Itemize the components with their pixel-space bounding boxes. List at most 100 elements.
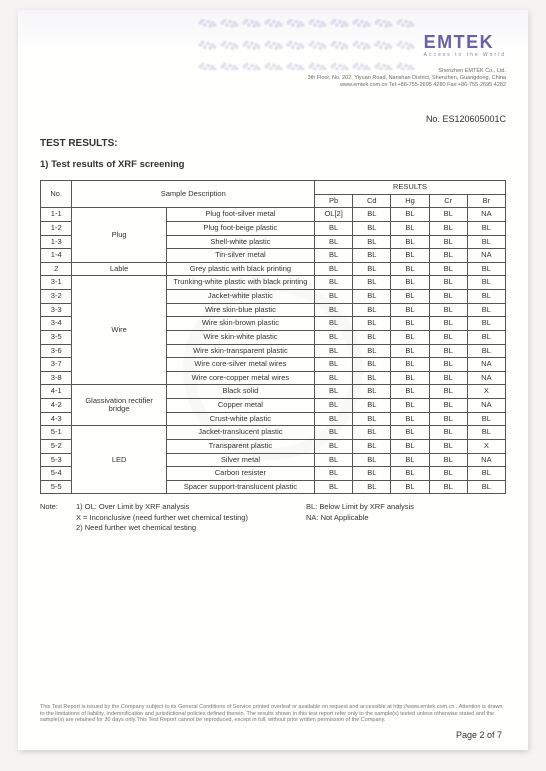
page-number: Page 2 of 7 <box>456 730 502 740</box>
cell-result: BL <box>429 262 467 276</box>
cell-result: NA <box>467 399 505 413</box>
decorative-map <box>196 14 416 70</box>
company-line-1: Shenzhen EMTEK Co., Ltd. <box>308 68 506 75</box>
cell-result: BL <box>353 426 391 440</box>
cell-result: BL <box>315 303 353 317</box>
cell-part: Plug foot-silver metal <box>166 208 314 222</box>
cell-result: BL <box>353 358 391 372</box>
th-cr: Cr <box>429 194 467 208</box>
cell-no: 1-3 <box>41 235 72 249</box>
cell-result: BL <box>315 344 353 358</box>
cell-result: NA <box>467 208 505 222</box>
cell-result: BL <box>315 358 353 372</box>
cell-no: 3-7 <box>41 358 72 372</box>
cell-result: BL <box>315 399 353 413</box>
cell-result: BL <box>315 249 353 263</box>
cell-result: BL <box>467 235 505 249</box>
cell-desc: Lable <box>72 262 166 276</box>
cell-result: BL <box>391 208 429 222</box>
cell-result: BL <box>391 385 429 399</box>
cell-no: 5-1 <box>41 426 72 440</box>
cell-result: BL <box>429 412 467 426</box>
cell-result: BL <box>429 235 467 249</box>
cell-result: BL <box>353 480 391 494</box>
cell-result: BL <box>391 317 429 331</box>
cell-result: BL <box>315 426 353 440</box>
note-3: 2) Need further wet chemical testing <box>76 523 306 533</box>
cell-part: Shell-white plastic <box>166 235 314 249</box>
cell-part: Carbon resister <box>166 467 314 481</box>
cell-result: BL <box>429 358 467 372</box>
cell-result: BL <box>467 480 505 494</box>
cell-result: BL <box>429 221 467 235</box>
th-hg: Hg <box>391 194 429 208</box>
cell-result: BL <box>429 317 467 331</box>
cell-part: Tin-silver metal <box>166 249 314 263</box>
cell-no: 5-2 <box>41 439 72 453</box>
cell-no: 4-1 <box>41 385 72 399</box>
cell-result: BL <box>315 290 353 304</box>
cell-result: NA <box>467 453 505 467</box>
cell-part: Wire skin-blue plastic <box>166 303 314 317</box>
th-br: Br <box>467 194 505 208</box>
cell-no: 3-1 <box>41 276 72 290</box>
cell-result: BL <box>391 358 429 372</box>
cell-result: BL <box>467 467 505 481</box>
company-line-2: 3th Floor, No. 202, Yiyuan Road, Nanshan… <box>308 75 506 82</box>
cell-result: BL <box>429 453 467 467</box>
cell-result: BL <box>429 249 467 263</box>
cell-desc: Glassivation rectifier bridge <box>72 385 166 426</box>
company-line-3: www.emtek.com.cn Tel:+86-755-2695 4280 F… <box>308 82 506 89</box>
cell-result: BL <box>315 317 353 331</box>
cell-no: 3-6 <box>41 344 72 358</box>
cell-result: BL <box>429 303 467 317</box>
cell-part: Trunking-white plastic with black printi… <box>166 276 314 290</box>
cell-result: BL <box>429 276 467 290</box>
th-cd: Cd <box>353 194 391 208</box>
cell-result: BL <box>353 399 391 413</box>
cell-result: BL <box>429 330 467 344</box>
cell-result: BL <box>391 235 429 249</box>
table-row: 3-1WireTrunking-white plastic with black… <box>41 276 506 290</box>
cell-result: BL <box>353 453 391 467</box>
note-r2: NA: Not Applicable <box>306 513 506 523</box>
cell-no: 1-4 <box>41 249 72 263</box>
cell-result: BL <box>391 276 429 290</box>
cell-result: BL <box>315 221 353 235</box>
cell-result: BL <box>315 480 353 494</box>
cell-result: BL <box>315 262 353 276</box>
cell-result: BL <box>467 344 505 358</box>
cell-no: 2 <box>41 262 72 276</box>
cell-no: 3-8 <box>41 371 72 385</box>
th-results: RESULTS <box>315 181 506 195</box>
cell-result: X <box>467 385 505 399</box>
logo: EMTEK Access to the World <box>424 32 506 58</box>
cell-result: BL <box>429 208 467 222</box>
cell-result: BL <box>429 399 467 413</box>
cell-result: BL <box>315 453 353 467</box>
cell-result: BL <box>467 276 505 290</box>
cell-result: NA <box>467 358 505 372</box>
cell-result: BL <box>353 303 391 317</box>
cell-no: 3-5 <box>41 330 72 344</box>
table-row: 4-1Glassivation rectifier bridgeBlack so… <box>41 385 506 399</box>
cell-result: BL <box>391 249 429 263</box>
cell-result: BL <box>353 249 391 263</box>
cell-desc: Plug <box>72 208 166 263</box>
cell-result: BL <box>315 330 353 344</box>
subsection-title: 1) Test results of XRF screening <box>40 159 506 170</box>
cell-result: BL <box>353 221 391 235</box>
cell-result: BL <box>391 330 429 344</box>
cell-result: BL <box>429 344 467 358</box>
company-info: Shenzhen EMTEK Co., Ltd. 3th Floor, No. … <box>308 68 506 89</box>
cell-result: BL <box>353 467 391 481</box>
cell-part: Wire core-copper metal wires <box>166 371 314 385</box>
results-table: No. Sample Description RESULTS Pb Cd Hg … <box>40 180 506 494</box>
document-number: No. ES120605001C <box>40 114 506 124</box>
section-title: TEST RESULTS: <box>40 138 506 149</box>
cell-result: BL <box>353 208 391 222</box>
cell-part: Grey plastic with black printing <box>166 262 314 276</box>
cell-result: BL <box>353 371 391 385</box>
cell-result: BL <box>429 426 467 440</box>
cell-no: 4-2 <box>41 399 72 413</box>
